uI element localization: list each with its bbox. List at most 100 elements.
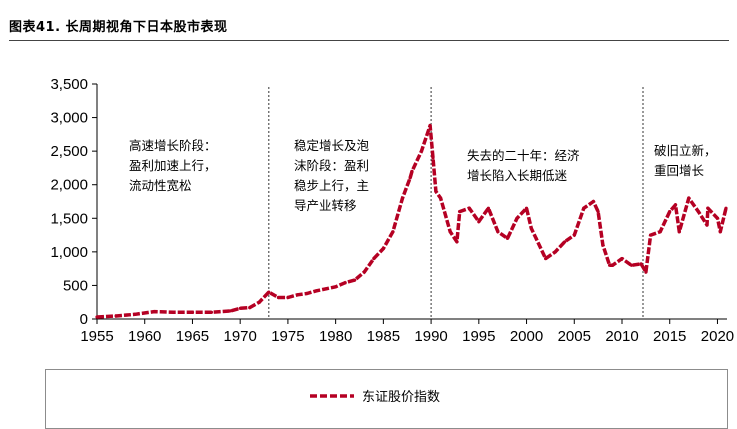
annotation-text: 盈利加速上行，	[129, 158, 217, 173]
data-point	[334, 285, 338, 289]
x-tick-label: 1980	[319, 328, 352, 345]
data-point	[209, 310, 214, 314]
y-tick-label: 2,000	[50, 177, 88, 194]
x-tick-label: 1995	[462, 328, 495, 345]
data-point	[572, 233, 576, 237]
data-point	[458, 210, 462, 214]
data-point	[95, 315, 99, 319]
x-tick-label: 1970	[223, 328, 256, 345]
data-point	[658, 230, 662, 234]
data-point	[152, 310, 156, 314]
data-point	[391, 230, 395, 234]
data-point	[286, 295, 290, 300]
data-point	[673, 203, 678, 207]
data-point	[591, 199, 596, 204]
data-point	[114, 314, 118, 318]
data-point	[705, 223, 709, 227]
data-point	[248, 306, 252, 310]
data-point	[353, 278, 357, 282]
data-point	[238, 306, 242, 310]
y-tick-label: 2,500	[50, 143, 88, 160]
data-point	[496, 230, 500, 234]
data-point	[715, 216, 720, 220]
data-point	[276, 295, 280, 300]
data-point	[644, 270, 648, 274]
series-line-topix	[96, 123, 728, 319]
data-point	[620, 257, 624, 261]
data-point	[419, 149, 424, 153]
data-point	[410, 169, 414, 173]
x-tick-label: 1965	[176, 328, 209, 345]
y-tick-label: 1,500	[50, 210, 88, 227]
data-point	[582, 206, 586, 210]
data-point	[324, 287, 328, 291]
annotation-text: 重回增长	[654, 163, 705, 178]
x-axis: 1955 1960 1965 1970 1975 1980 1985 1990 1995 2000…	[80, 318, 734, 345]
annotation-text: 流动性宽松	[129, 178, 192, 193]
annotation-text: 沫阶段：盈利	[294, 158, 369, 173]
data-point	[171, 310, 175, 314]
annotation-text: 增长陷入长期低迷	[467, 168, 568, 183]
data-point	[448, 230, 452, 234]
title-divider	[9, 40, 729, 41]
data-point	[706, 206, 710, 210]
x-tick-label: 1960	[128, 328, 161, 345]
data-point	[362, 270, 366, 274]
data-point	[649, 233, 653, 237]
data-point	[553, 250, 557, 254]
data-point	[687, 196, 691, 200]
y-tick-label: 0	[80, 311, 88, 328]
x-tick-label: 1975	[271, 328, 304, 345]
data-point	[718, 230, 722, 234]
y-axis: 0 500 1,000 1,500 2,000 2,500 3,000 3,500	[50, 76, 98, 328]
data-point	[596, 210, 600, 214]
y-tick-label: 1,000	[50, 244, 88, 261]
data-point	[295, 293, 300, 297]
data-point	[696, 210, 701, 214]
annotation-text: 破旧立新，	[654, 143, 717, 158]
data-point	[608, 263, 612, 267]
data-point	[434, 189, 438, 193]
data-point	[629, 263, 634, 267]
data-point	[455, 240, 459, 244]
data-point	[314, 289, 319, 293]
annotation-text: 稳定增长及泡	[294, 138, 370, 153]
x-tick-label: 2020	[701, 328, 734, 345]
data-point	[343, 281, 347, 285]
series-layer	[95, 123, 728, 319]
data-point	[372, 257, 376, 261]
legend: 东证股价指数	[45, 369, 728, 429]
data-point	[428, 124, 432, 128]
data-point	[257, 300, 261, 304]
data-point	[400, 196, 405, 200]
x-tick-label: 1990	[414, 328, 447, 345]
x-tick-label: 2000	[510, 328, 543, 345]
annotation-text: 稳步上行，主	[294, 178, 369, 193]
data-point	[544, 257, 548, 261]
data-point	[229, 309, 233, 313]
data-point	[267, 290, 271, 294]
data-point	[524, 206, 529, 210]
y-tick-label: 3,000	[50, 110, 88, 127]
x-tick-label: 2005	[558, 328, 591, 345]
data-point	[381, 246, 385, 251]
data-point	[601, 243, 605, 247]
annotation-text: 高速增长阶段：	[129, 138, 217, 153]
data-point	[724, 206, 728, 210]
x-tick-label: 1985	[367, 328, 400, 345]
chart-title: 图表41. 长周期视角下日本股市表现	[9, 20, 228, 35]
period-dividers	[268, 87, 644, 319]
y-tick-label: 3,500	[50, 76, 88, 93]
legend-label: 东证股价指数	[362, 390, 441, 405]
data-point	[439, 196, 443, 200]
data-point	[515, 216, 519, 220]
legend-item: 东证股价指数	[308, 386, 440, 405]
data-point	[610, 263, 615, 267]
annotation-text: 失去的二十年：经济	[467, 148, 580, 163]
data-point	[467, 206, 471, 210]
annotations: 高速增长阶段： 盈利加速上行， 流动性宽松 稳定增长及泡沫阶段：盈利稳步上行，主导产业…	[129, 138, 717, 213]
data-point	[534, 236, 538, 240]
data-point	[408, 176, 412, 180]
data-point	[563, 240, 567, 244]
